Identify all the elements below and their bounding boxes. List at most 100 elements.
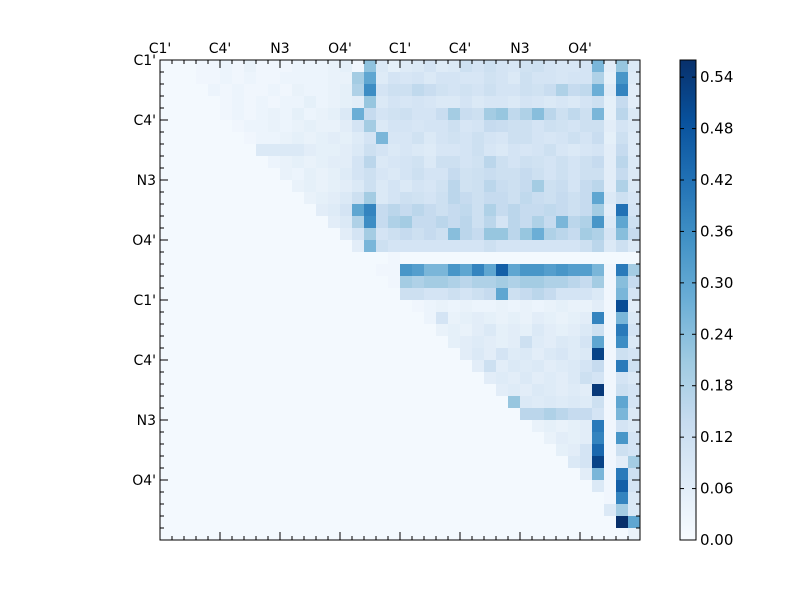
- heatmap-cell: [328, 444, 341, 457]
- heatmap-cell: [460, 192, 473, 205]
- heatmap-cell: [580, 324, 593, 337]
- heatmap-cell: [280, 252, 293, 265]
- heatmap-cell: [220, 432, 233, 445]
- heatmap-cell: [388, 420, 401, 433]
- heatmap-cell: [412, 84, 425, 97]
- heatmap-cell: [556, 480, 569, 493]
- heatmap-cell: [472, 144, 485, 157]
- heatmap-cell: [388, 336, 401, 349]
- heatmap-cell: [436, 168, 449, 181]
- heatmap-cell: [568, 264, 581, 277]
- heatmap-cell: [160, 144, 173, 157]
- heatmap-cell: [208, 408, 221, 421]
- heatmap-cell: [244, 528, 257, 541]
- heatmap-cell: [376, 480, 389, 493]
- heatmap-cell: [532, 360, 545, 373]
- heatmap-cell: [532, 252, 545, 265]
- heatmap-cell: [448, 120, 461, 133]
- heatmap-cell: [616, 456, 629, 469]
- heatmap-cell: [388, 492, 401, 505]
- heatmap-cell: [268, 264, 281, 277]
- heatmap-cell: [436, 72, 449, 85]
- heatmap-cell: [568, 120, 581, 133]
- heatmap-cell: [556, 528, 569, 541]
- heatmap-cell: [400, 288, 413, 301]
- heatmap-cell: [616, 300, 629, 313]
- heatmap-cell: [376, 528, 389, 541]
- heatmap-cell: [340, 336, 353, 349]
- heatmap-cell: [592, 420, 605, 433]
- heatmap-cell: [256, 444, 269, 457]
- heatmap-cell: [532, 168, 545, 181]
- heatmap-cell: [220, 492, 233, 505]
- heatmap-cell: [544, 60, 557, 73]
- heatmap-cell: [160, 528, 173, 541]
- heatmap-cell: [508, 264, 521, 277]
- heatmap-cell: [208, 180, 221, 193]
- heatmap-cell: [256, 396, 269, 409]
- heatmap-cell: [244, 516, 257, 529]
- heatmap-cell: [520, 252, 533, 265]
- heatmap-cell: [448, 168, 461, 181]
- heatmap-cell: [340, 348, 353, 361]
- heatmap-cell: [292, 468, 305, 481]
- heatmap-cell: [424, 252, 437, 265]
- heatmap-cell: [256, 528, 269, 541]
- heatmap-cell: [304, 240, 317, 253]
- heatmap-cell: [496, 228, 509, 241]
- heatmap-cell: [556, 60, 569, 73]
- heatmap-cell: [508, 456, 521, 469]
- heatmap-cell: [208, 444, 221, 457]
- heatmap-cell: [544, 432, 557, 445]
- heatmap-cell: [292, 456, 305, 469]
- heatmap-cell: [220, 444, 233, 457]
- heatmap-cell: [520, 120, 533, 133]
- heatmap-cell: [436, 180, 449, 193]
- heatmap-cell: [244, 468, 257, 481]
- heatmap-cell: [244, 180, 257, 193]
- heatmap-cell: [556, 96, 569, 109]
- heatmap-cell: [400, 120, 413, 133]
- heatmap-cell: [412, 516, 425, 529]
- heatmap-cell: [412, 444, 425, 457]
- heatmap-cell: [580, 288, 593, 301]
- heatmap-cell: [472, 120, 485, 133]
- heatmap-cell: [316, 312, 329, 325]
- heatmap-cell: [208, 252, 221, 265]
- heatmap-cell: [172, 84, 185, 97]
- heatmap-cell: [196, 228, 209, 241]
- heatmap-cell: [160, 408, 173, 421]
- heatmap-cell: [460, 108, 473, 121]
- heatmap-cell: [292, 396, 305, 409]
- heatmap-cell: [208, 504, 221, 517]
- heatmap-cell: [364, 384, 377, 397]
- heatmap-cell: [544, 336, 557, 349]
- heatmap-cell: [448, 144, 461, 157]
- heatmap-cell: [508, 528, 521, 541]
- heatmap-cell: [160, 252, 173, 265]
- heatmap-cell: [388, 204, 401, 217]
- heatmap-cell: [460, 156, 473, 169]
- heatmap-cell: [628, 468, 641, 481]
- heatmap-cell: [196, 84, 209, 97]
- heatmap-cell: [352, 324, 365, 337]
- heatmap-cell: [532, 156, 545, 169]
- heatmap-cell: [628, 132, 641, 145]
- heatmap-cell: [304, 408, 317, 421]
- heatmap-cell: [436, 252, 449, 265]
- heatmap-cell: [280, 384, 293, 397]
- heatmap-cell: [544, 144, 557, 157]
- heatmap-cell: [304, 432, 317, 445]
- heatmap-cell: [292, 192, 305, 205]
- heatmap-cell: [304, 228, 317, 241]
- heatmap-cell: [268, 288, 281, 301]
- heatmap-cell: [436, 192, 449, 205]
- heatmap-cell: [316, 156, 329, 169]
- heatmap-cell: [244, 480, 257, 493]
- heatmap-cell: [520, 108, 533, 121]
- heatmap-cell: [160, 84, 173, 97]
- heatmap-cell: [268, 108, 281, 121]
- heatmap-cell: [604, 372, 617, 385]
- heatmap-cell: [628, 264, 641, 277]
